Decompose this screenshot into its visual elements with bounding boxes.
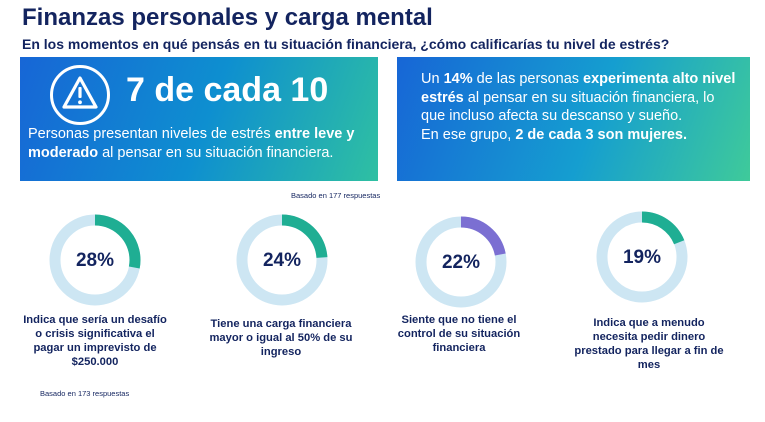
donut-arc-3 bbox=[460, 216, 506, 256]
donut-arc-4 bbox=[641, 211, 685, 245]
donut-caption: Tiene una carga financiera mayor o igual… bbox=[209, 318, 353, 358]
right-card-description: Un 14% de las personas experimenta alto … bbox=[421, 71, 736, 143]
donut-caption: Siente que no tiene el control de su sit… bbox=[397, 314, 521, 354]
stat-card-left: 7 de cada 10 Personas presentan niveles … bbox=[20, 57, 378, 181]
headline-stat: 7 de cada 10 bbox=[126, 71, 329, 109]
donut-arc-1 bbox=[94, 214, 141, 269]
donut-caption: Indica que a menudo necesita pedir diner… bbox=[574, 317, 724, 371]
donut-value-label: 22% bbox=[442, 252, 480, 273]
page-subtitle: En los momentos en qué pensás en tu situ… bbox=[22, 36, 670, 52]
donut-value-label: 19% bbox=[623, 247, 661, 268]
sample-note-bottom: Basado en 173 respuestas bbox=[40, 389, 130, 398]
sample-note-top: Basado en 177 respuestas bbox=[291, 191, 381, 200]
donut-caption: Indica que sería un desafío o crisis sig… bbox=[23, 314, 167, 368]
left-card-description: Personas presentan niveles de estrés ent… bbox=[28, 126, 355, 161]
page-title: Finanzas personales y carga mental bbox=[22, 4, 433, 31]
donut-value-label: 24% bbox=[263, 250, 301, 271]
warning-icon bbox=[50, 65, 110, 125]
stat-card-right: Un 14% de las personas experimenta alto … bbox=[397, 57, 750, 181]
donut-value-label: 28% bbox=[76, 250, 114, 271]
donut-arc-2 bbox=[281, 214, 328, 259]
